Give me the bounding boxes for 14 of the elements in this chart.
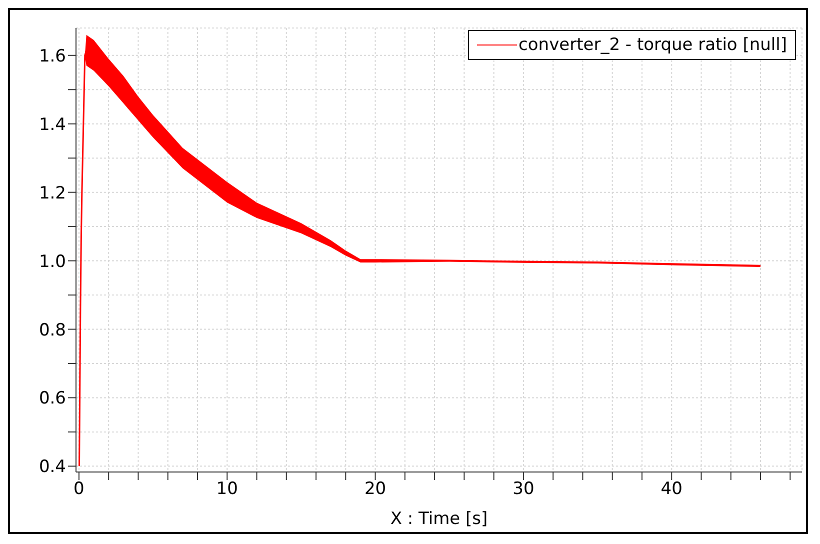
x-tick-label: 30	[512, 479, 534, 500]
x-axis-title: X : Time [s]	[390, 509, 488, 529]
y-tick-label: 1.2	[38, 183, 66, 204]
y-tick-label: 1.6	[38, 46, 66, 66]
x-tick-label: 0	[74, 479, 84, 500]
legend-label: converter_2 - torque ratio [null]	[518, 35, 787, 55]
y-tick-label: 0.4	[38, 457, 66, 478]
x-tick-label: 40	[660, 479, 682, 500]
y-tick-label: 1.4	[38, 114, 66, 135]
y-tick-label: 0.6	[38, 388, 66, 409]
y-tick-label: 0.8	[38, 320, 66, 340]
x-tick-label: 10	[216, 479, 238, 500]
y-tick-label: 1.0	[38, 252, 66, 272]
x-tick-label: 20	[364, 479, 386, 500]
